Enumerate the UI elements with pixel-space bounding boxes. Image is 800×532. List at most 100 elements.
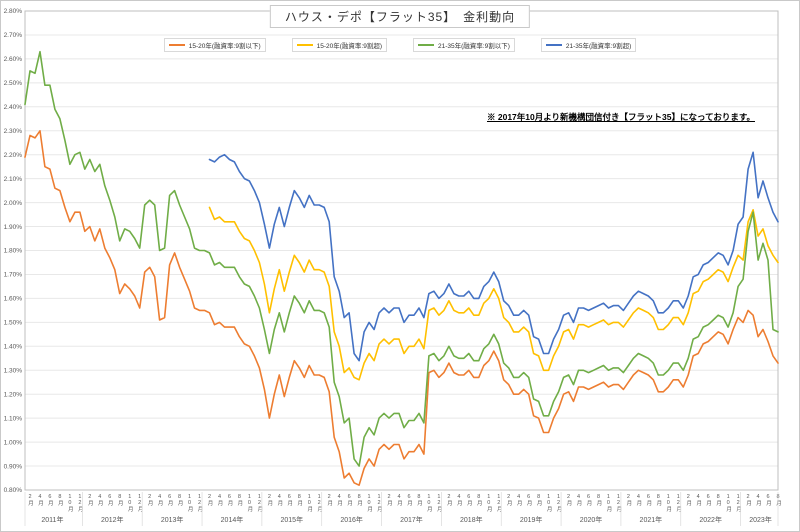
svg-text:8月: 8月 [236, 494, 243, 507]
svg-text:4月: 4月 [576, 494, 583, 507]
svg-text:4月: 4月 [336, 494, 343, 507]
series-line-3 [208, 151, 779, 362]
svg-text:6月: 6月 [47, 494, 54, 507]
svg-text:10月: 10月 [127, 494, 134, 513]
series-line-0 [24, 130, 779, 486]
svg-text:4月: 4月 [695, 494, 702, 507]
svg-text:2015年: 2015年 [281, 515, 304, 524]
svg-text:12月: 12月 [615, 494, 622, 513]
svg-text:12月: 12月 [376, 494, 383, 513]
svg-text:10月: 10月 [665, 494, 672, 513]
svg-text:1.60%: 1.60% [4, 296, 23, 303]
svg-text:6月: 6月 [526, 494, 533, 507]
svg-text:10月: 10月 [546, 494, 553, 513]
svg-text:2月: 2月 [386, 494, 393, 507]
svg-text:8月: 8月 [177, 494, 184, 507]
svg-text:2.40%: 2.40% [4, 104, 23, 111]
svg-text:12月: 12月 [675, 494, 682, 513]
legend-item-0: 15-20年(融資率:9割以下) [163, 38, 266, 52]
svg-text:1.10%: 1.10% [4, 415, 23, 422]
svg-text:2月: 2月 [326, 494, 333, 507]
x-axis-year-labels: 2011年 2012年 2013年 2014年 2015年 2016年 2017年 2018年… [41, 515, 771, 524]
svg-text:0.90%: 0.90% [4, 463, 23, 470]
svg-text:6月: 6月 [107, 494, 114, 507]
svg-text:10月: 10月 [306, 494, 313, 513]
svg-text:10月: 10月 [426, 494, 433, 513]
legend-label: 15-20年(融資率:9割以下) [188, 43, 261, 50]
legend-item-3: 21-35年(融資率:9割超) [540, 38, 637, 52]
legend-line-swatch [296, 44, 313, 46]
svg-text:6月: 6月 [765, 494, 772, 507]
svg-text:2.30%: 2.30% [4, 128, 23, 135]
svg-text:12月: 12月 [256, 494, 263, 513]
svg-text:10月: 10月 [246, 494, 253, 513]
svg-text:10月: 10月 [67, 494, 74, 513]
svg-text:6月: 6月 [466, 494, 473, 507]
legend-item-1: 15-20年(融資率:9割超) [291, 38, 387, 52]
svg-text:1.20%: 1.20% [4, 391, 23, 398]
svg-text:4月: 4月 [635, 494, 642, 507]
svg-text:8月: 8月 [655, 494, 662, 507]
svg-text:2022年: 2022年 [699, 515, 722, 524]
svg-text:6月: 6月 [226, 494, 233, 507]
svg-text:2019年: 2019年 [520, 515, 543, 524]
svg-text:10月: 10月 [366, 494, 373, 513]
svg-text:10月: 10月 [725, 494, 732, 513]
legend-label: 15-20年(融資率:9割超) [316, 43, 382, 50]
legend-label: 21-35年(融資率:9割以下) [438, 43, 510, 50]
svg-text:6月: 6月 [406, 494, 413, 507]
svg-text:12月: 12月 [496, 494, 503, 513]
svg-text:8月: 8月 [476, 494, 483, 507]
svg-text:12月: 12月 [77, 494, 84, 513]
svg-text:12月: 12月 [316, 494, 323, 513]
svg-text:1.50%: 1.50% [4, 320, 23, 327]
svg-text:6月: 6月 [286, 494, 293, 507]
svg-text:8月: 8月 [536, 494, 543, 507]
svg-text:2.10%: 2.10% [4, 176, 23, 183]
svg-text:1.30%: 1.30% [4, 367, 23, 374]
svg-text:2月: 2月 [27, 494, 34, 507]
svg-text:2016年: 2016年 [340, 515, 363, 524]
legend: 15-20年(融資率:9割以下) 15-20年(融資率:9割超) 21-35年(融資… [1, 38, 799, 52]
x-axis-month-labels: 2月 4月 6月 8月 10月 12月 2月 4月 6月 8月 10月 12月 2月 4月 6月 8月 10月 1… [27, 494, 782, 513]
annotation-note: ※ 2017年10月より新機構団信付き【フラット35】になっております。 [487, 112, 755, 122]
series-line-1 [208, 206, 779, 381]
svg-text:2.80%: 2.80% [4, 8, 23, 15]
chart-title: ハウス・デポ【フラット35】 金利動向 [269, 5, 531, 28]
svg-text:8月: 8月 [117, 494, 124, 507]
svg-text:8月: 8月 [416, 494, 423, 507]
legend-label: 21-35年(融資率:9割超) [565, 43, 632, 50]
svg-text:4月: 4月 [37, 494, 44, 507]
svg-text:6月: 6月 [705, 494, 712, 507]
legend-item-2: 21-35年(融資率:9割以下) [413, 38, 515, 52]
svg-text:2014年: 2014年 [221, 515, 244, 524]
svg-text:2.20%: 2.20% [4, 152, 23, 159]
svg-text:4月: 4月 [456, 494, 463, 507]
svg-text:2.60%: 2.60% [4, 56, 23, 63]
svg-text:2011年: 2011年 [41, 515, 63, 524]
svg-text:6月: 6月 [167, 494, 174, 507]
svg-text:6月: 6月 [346, 494, 353, 507]
svg-text:0.80%: 0.80% [4, 487, 23, 494]
svg-text:4月: 4月 [157, 494, 164, 507]
svg-text:2月: 2月 [266, 494, 273, 507]
svg-text:12月: 12月 [137, 494, 144, 513]
svg-text:2012年: 2012年 [101, 515, 124, 524]
svg-text:12月: 12月 [436, 494, 443, 513]
svg-text:4月: 4月 [97, 494, 104, 507]
svg-text:2月: 2月 [207, 494, 214, 507]
svg-text:6月: 6月 [586, 494, 593, 507]
svg-text:12月: 12月 [735, 494, 742, 513]
legend-line-swatch [545, 44, 562, 46]
svg-text:2.00%: 2.00% [4, 200, 23, 207]
legend-line-swatch [168, 44, 185, 46]
svg-text:1.80%: 1.80% [4, 248, 23, 255]
svg-text:8月: 8月 [296, 494, 303, 507]
svg-text:4月: 4月 [396, 494, 403, 507]
svg-text:8月: 8月 [775, 494, 782, 507]
svg-text:4月: 4月 [755, 494, 762, 507]
svg-text:2月: 2月 [685, 494, 692, 507]
svg-text:12月: 12月 [197, 494, 204, 513]
svg-text:2017年: 2017年 [400, 515, 423, 524]
